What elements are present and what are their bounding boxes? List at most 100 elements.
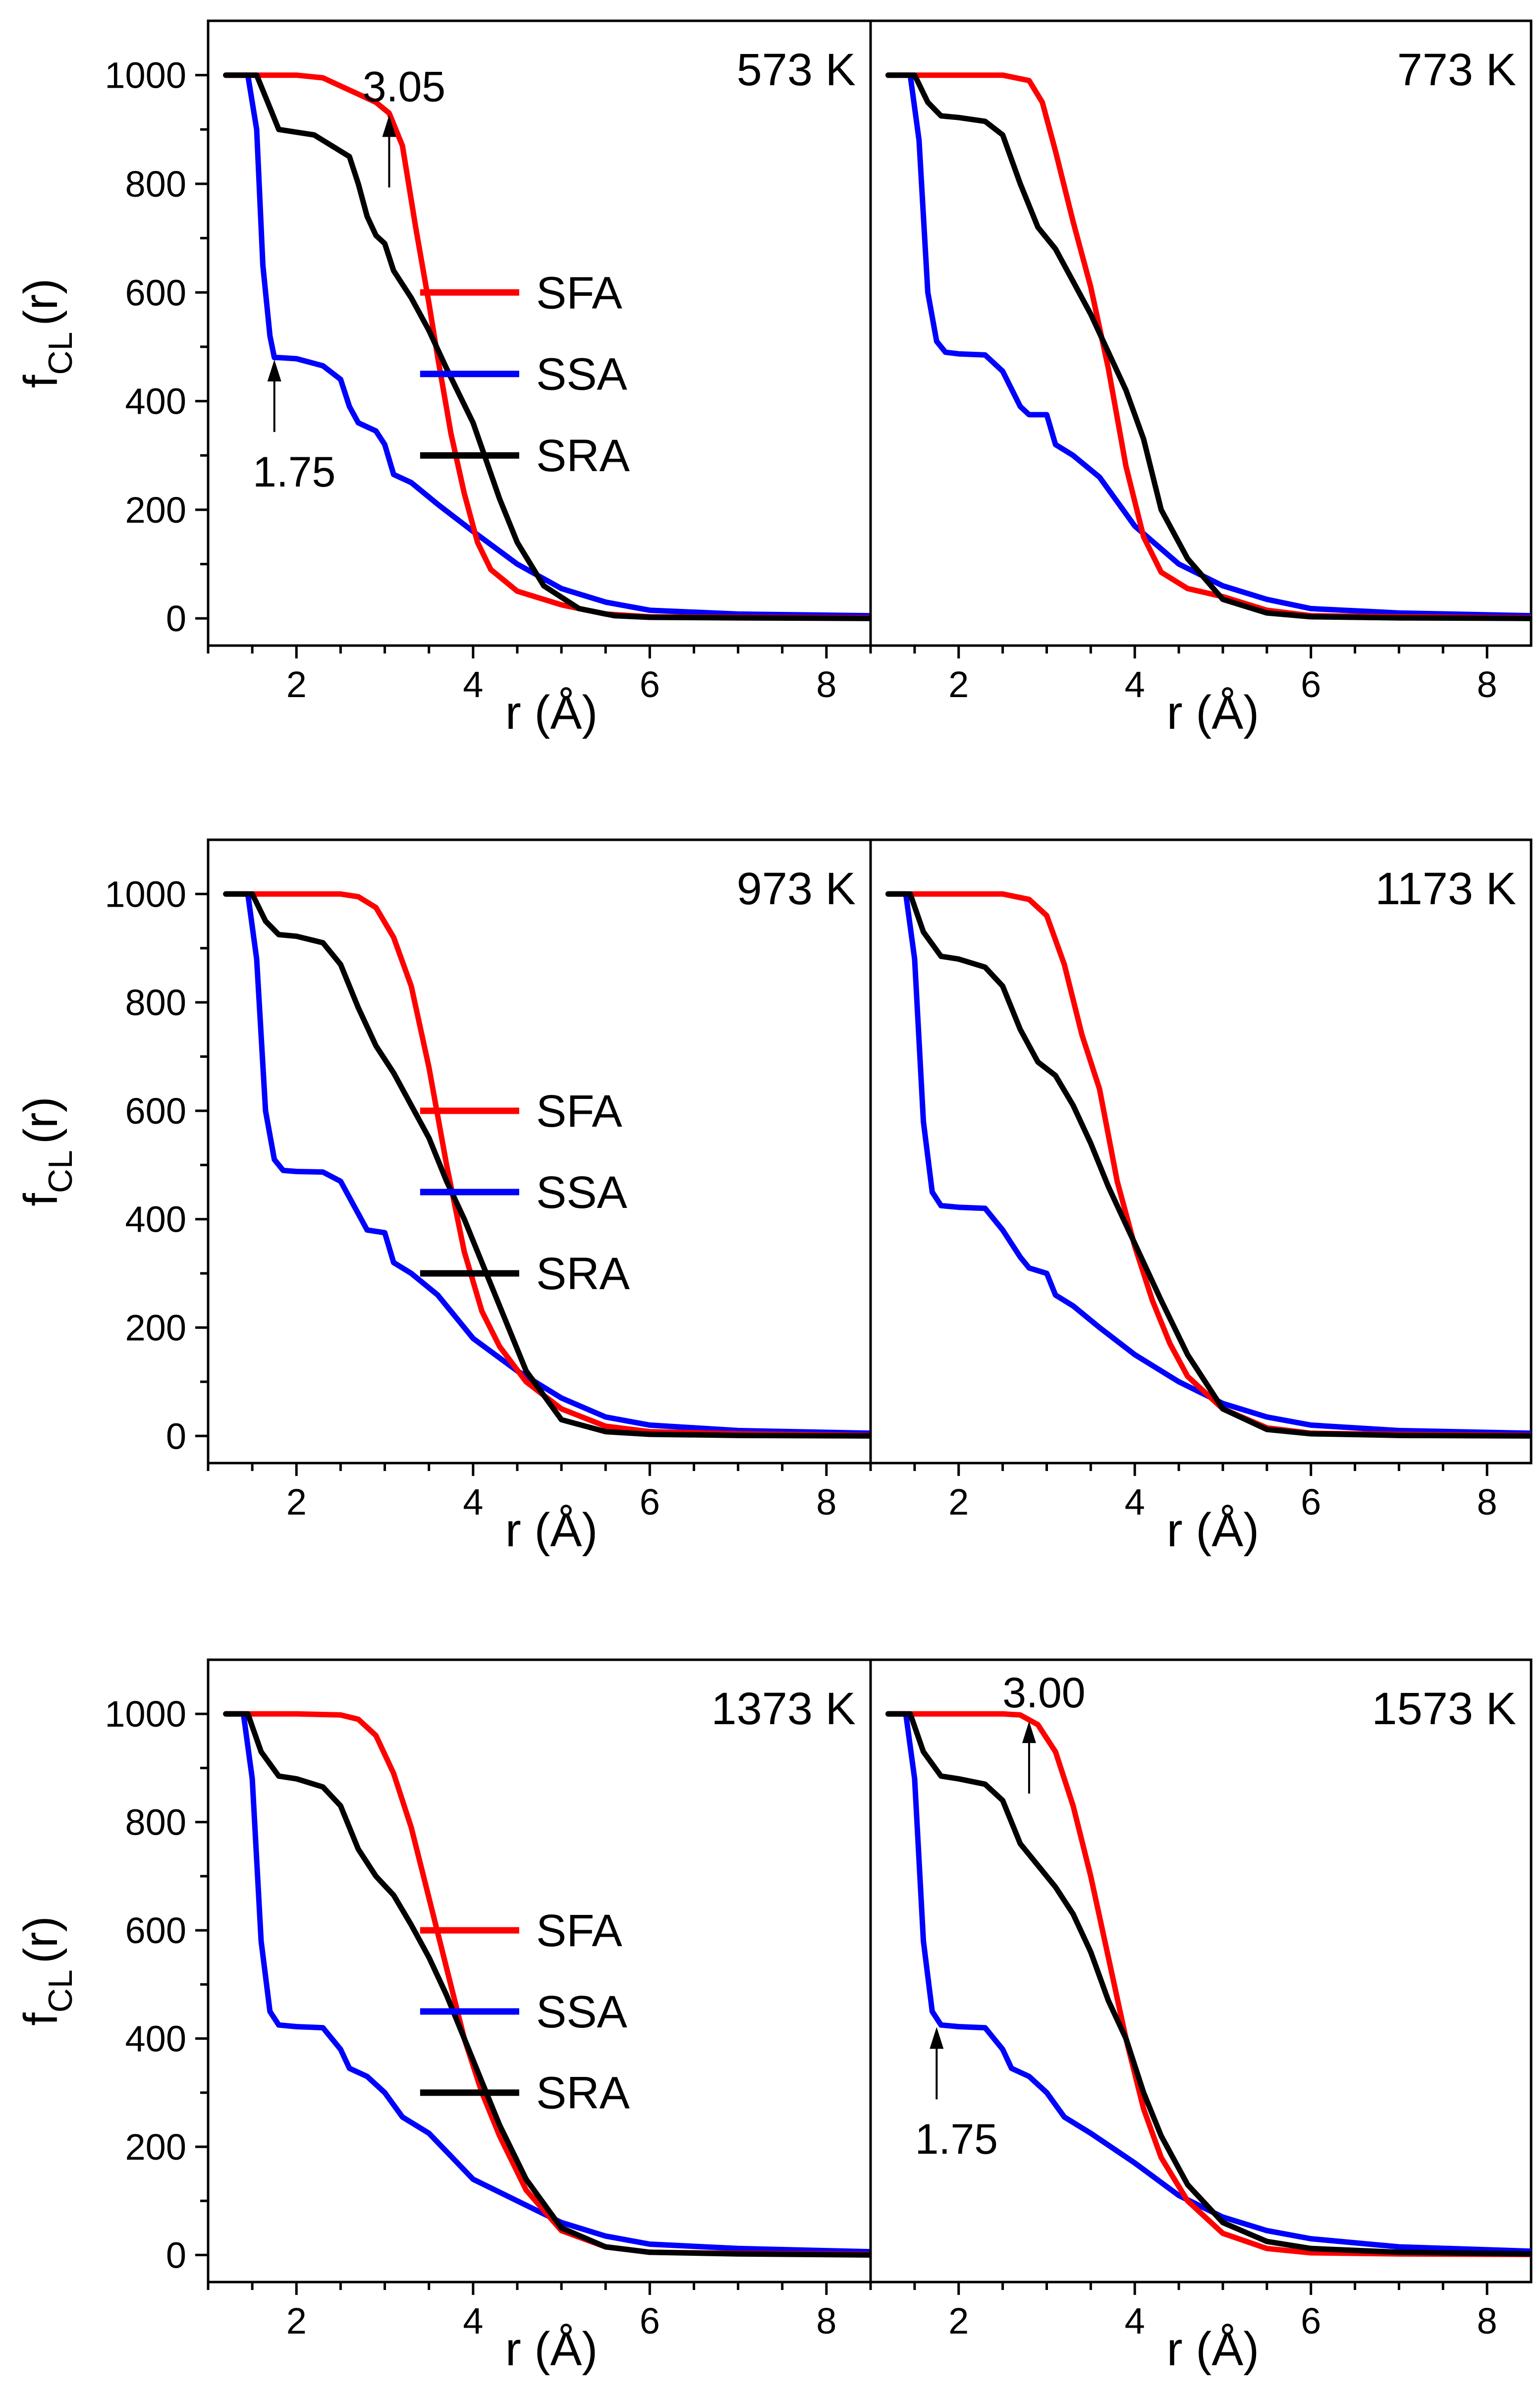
- x-tick-label: 6: [640, 2300, 660, 2342]
- annotation-arrow-head: [267, 359, 281, 381]
- x-tick-label: 2: [948, 1481, 969, 1523]
- panel-5: 2 4 6 8 r (Å) 0 200 400 600 800 1000 fCL (r) 1373 K SF…: [14, 1658, 872, 2376]
- series-line-sra: [885, 1711, 1531, 2257]
- legend-label-sra: SRA: [536, 1249, 630, 1299]
- x-axis-title: r (Å): [505, 2323, 598, 2376]
- x-axis-title: r (Å): [505, 1504, 598, 1557]
- x-tick-label: 8: [816, 664, 836, 705]
- panel-4: 2 4 6 8 r (Å) 1173 K: [869, 838, 1533, 1557]
- annotation-label: 1.75: [253, 448, 335, 496]
- y-axis-title-sub: CL: [42, 1150, 79, 1193]
- annotation-label: 3.05: [363, 63, 445, 110]
- series-line-sfa: [885, 72, 1531, 621]
- panel-frame: [207, 19, 872, 647]
- panel-temperature-label: 1173 K: [1375, 864, 1516, 914]
- series-line-ssa: [223, 891, 871, 1436]
- y-tick-label: 600: [125, 1910, 186, 1951]
- y-axis-title-sub: CL: [42, 332, 79, 375]
- y-tick-label: 0: [166, 1416, 186, 1457]
- legend-label-sfa: SFA: [536, 1906, 622, 1956]
- x-tick-label: 8: [1477, 2300, 1497, 2342]
- y-tick-label: 200: [125, 490, 186, 531]
- x-tick-label: 4: [463, 664, 483, 705]
- x-tick-label: 8: [1477, 664, 1497, 705]
- x-tick-label: 4: [1125, 664, 1145, 705]
- series-line-sfa: [885, 1711, 1531, 2257]
- y-axis-title-main: f: [14, 2013, 67, 2026]
- annotation-arrow-head: [1022, 1721, 1036, 1743]
- panel-frame: [869, 19, 1533, 647]
- y-tick-label: 800: [125, 982, 186, 1023]
- panel-6: 2 4 6 8 r (Å) 1573 K 3.00 1.75: [869, 1658, 1533, 2376]
- x-tick-label: 6: [1301, 664, 1321, 705]
- y-tick-label: 200: [125, 2126, 186, 2168]
- series-line-sfa: [223, 891, 871, 1438]
- series-line-sfa: [223, 1711, 871, 2257]
- x-axis-title: r (Å): [505, 686, 598, 739]
- y-axis-title-main: f: [14, 1193, 67, 1206]
- x-tick-label: 2: [948, 664, 969, 705]
- y-axis-title: fCL (r): [14, 1096, 79, 1206]
- x-tick-label: 4: [1125, 1481, 1145, 1523]
- x-tick-label: 6: [640, 664, 660, 705]
- x-tick-label: 2: [286, 2300, 307, 2342]
- panel-3: 2 4 6 8 r (Å) 0 200 400 600 800 1000 fCL (r) 973 K SFA…: [14, 838, 872, 1557]
- series-line-ssa: [885, 891, 1531, 1436]
- panel-temperature-label: 1373 K: [711, 1684, 856, 1734]
- panel-temperature-label: 973 K: [737, 864, 856, 914]
- series-line-sra: [223, 1711, 871, 2258]
- panel-2: 2 4 6 8 r (Å) 773 K: [869, 19, 1533, 739]
- panel-frame: [869, 838, 1533, 1465]
- x-tick-label: 6: [1301, 1481, 1321, 1523]
- y-axis-title-tail: (r): [14, 278, 67, 326]
- y-tick-label: 1000: [105, 1693, 186, 1735]
- series-line-sra: [223, 72, 871, 621]
- panel-frame: [207, 838, 872, 1465]
- x-tick-label: 2: [948, 2300, 969, 2342]
- annotation-label: 1.75: [915, 2116, 998, 2163]
- series-line-sra: [885, 891, 1531, 1439]
- y-axis-title-tail: (r): [14, 1916, 67, 1963]
- series-line-sra: [885, 72, 1531, 621]
- y-tick-label: 800: [125, 1802, 186, 1843]
- annotation-arrow-head: [930, 2027, 944, 2049]
- x-tick-label: 4: [1125, 2300, 1145, 2342]
- x-tick-label: 2: [286, 1481, 307, 1523]
- y-axis-title: fCL (r): [14, 1916, 79, 2026]
- y-tick-label: 400: [125, 2018, 186, 2060]
- y-tick-label: 1000: [105, 55, 186, 96]
- x-tick-label: 6: [1301, 2300, 1321, 2342]
- panel-temperature-label: 573 K: [737, 45, 856, 95]
- legend-label-sfa: SFA: [536, 1086, 622, 1137]
- series-line-ssa: [885, 72, 1531, 619]
- panel-1: 2 4 6 8 r (Å) 0 200 400 600 800 1000 fCL (r) 573 K SFA…: [14, 19, 872, 739]
- y-tick-label: 0: [166, 598, 186, 639]
- legend-label-sra: SRA: [536, 431, 630, 481]
- legend-label-sfa: SFA: [536, 268, 622, 318]
- x-tick-label: 4: [463, 2300, 483, 2342]
- x-axis-title: r (Å): [1167, 686, 1260, 739]
- x-tick-label: 8: [816, 1481, 836, 1523]
- y-axis-title-main: f: [14, 375, 67, 388]
- panel-temperature-label: 773 K: [1397, 45, 1516, 95]
- y-tick-label: 1000: [105, 873, 186, 915]
- x-tick-label: 2: [286, 664, 307, 705]
- panel-temperature-label: 1573 K: [1372, 1684, 1516, 1734]
- series-line-sfa: [223, 72, 871, 621]
- y-tick-label: 400: [125, 381, 186, 422]
- panel-frame: [869, 1658, 1533, 2284]
- x-tick-label: 8: [816, 2300, 836, 2342]
- legend-label-ssa: SSA: [536, 1987, 628, 2037]
- y-tick-label: 800: [125, 163, 186, 205]
- legend-label-ssa: SSA: [536, 1167, 628, 1218]
- x-axis-title: r (Å): [1167, 1504, 1260, 1557]
- panel-frame: [207, 1658, 872, 2284]
- series-line-ssa: [885, 1711, 1531, 2254]
- series-line-ssa: [223, 1711, 871, 2255]
- x-axis-title: r (Å): [1167, 2323, 1260, 2376]
- legend-label-sra: SRA: [536, 2068, 630, 2119]
- series-line-ssa: [223, 72, 871, 619]
- y-axis-title: fCL (r): [14, 278, 79, 388]
- x-tick-label: 4: [463, 1481, 483, 1523]
